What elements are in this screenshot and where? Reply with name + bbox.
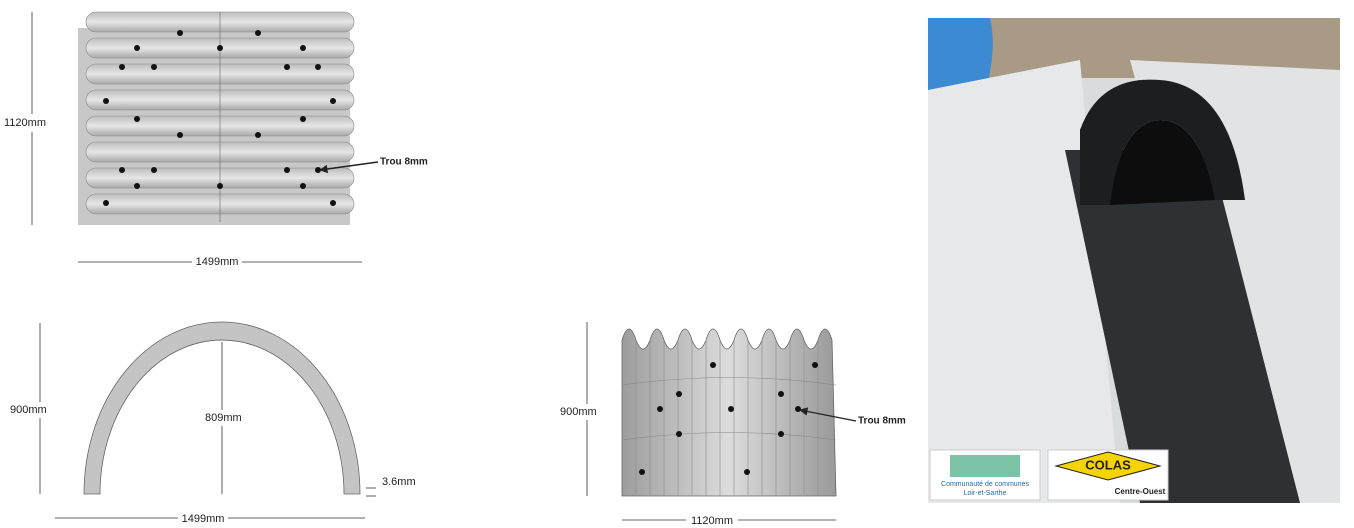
logo-text: Centre-Ouest <box>1115 487 1166 496</box>
hole-label: Trou 8mm <box>380 157 428 168</box>
dimension-label: 1120mm <box>691 515 733 527</box>
dimension-label: 1120mm <box>4 117 46 129</box>
dimension-label: 900mm <box>560 406 597 418</box>
top-view: 1120mm 1499mm Trou 8mm <box>3 12 428 270</box>
logo: COLAS Centre-Ouest <box>1048 450 1168 500</box>
photo <box>928 18 1340 503</box>
page: 1120mm 1499mm Trou 8mm 900mm 809mm 3.6mm… <box>0 0 1354 528</box>
dimension-label: 900mm <box>10 404 47 416</box>
dimension-label: 3.6mm <box>382 476 416 488</box>
side-view: 900mm 1120mm Trou 8mm <box>558 322 906 528</box>
logo: Communauté de communes Loir-et-Sarthe <box>930 450 1040 500</box>
hole-label: Trou 8mm <box>858 416 906 427</box>
front-view: 900mm 809mm 3.6mm 1499mm <box>8 322 416 526</box>
dimension-label: 809mm <box>205 412 242 424</box>
logo-text: Loir-et-Sarthe <box>964 490 1007 497</box>
dimension-label: 1499mm <box>196 256 239 268</box>
logo-text: Communauté de communes <box>941 481 1029 488</box>
logo-text: COLAS <box>1085 457 1131 472</box>
dimension-label: 1499mm <box>182 513 225 525</box>
